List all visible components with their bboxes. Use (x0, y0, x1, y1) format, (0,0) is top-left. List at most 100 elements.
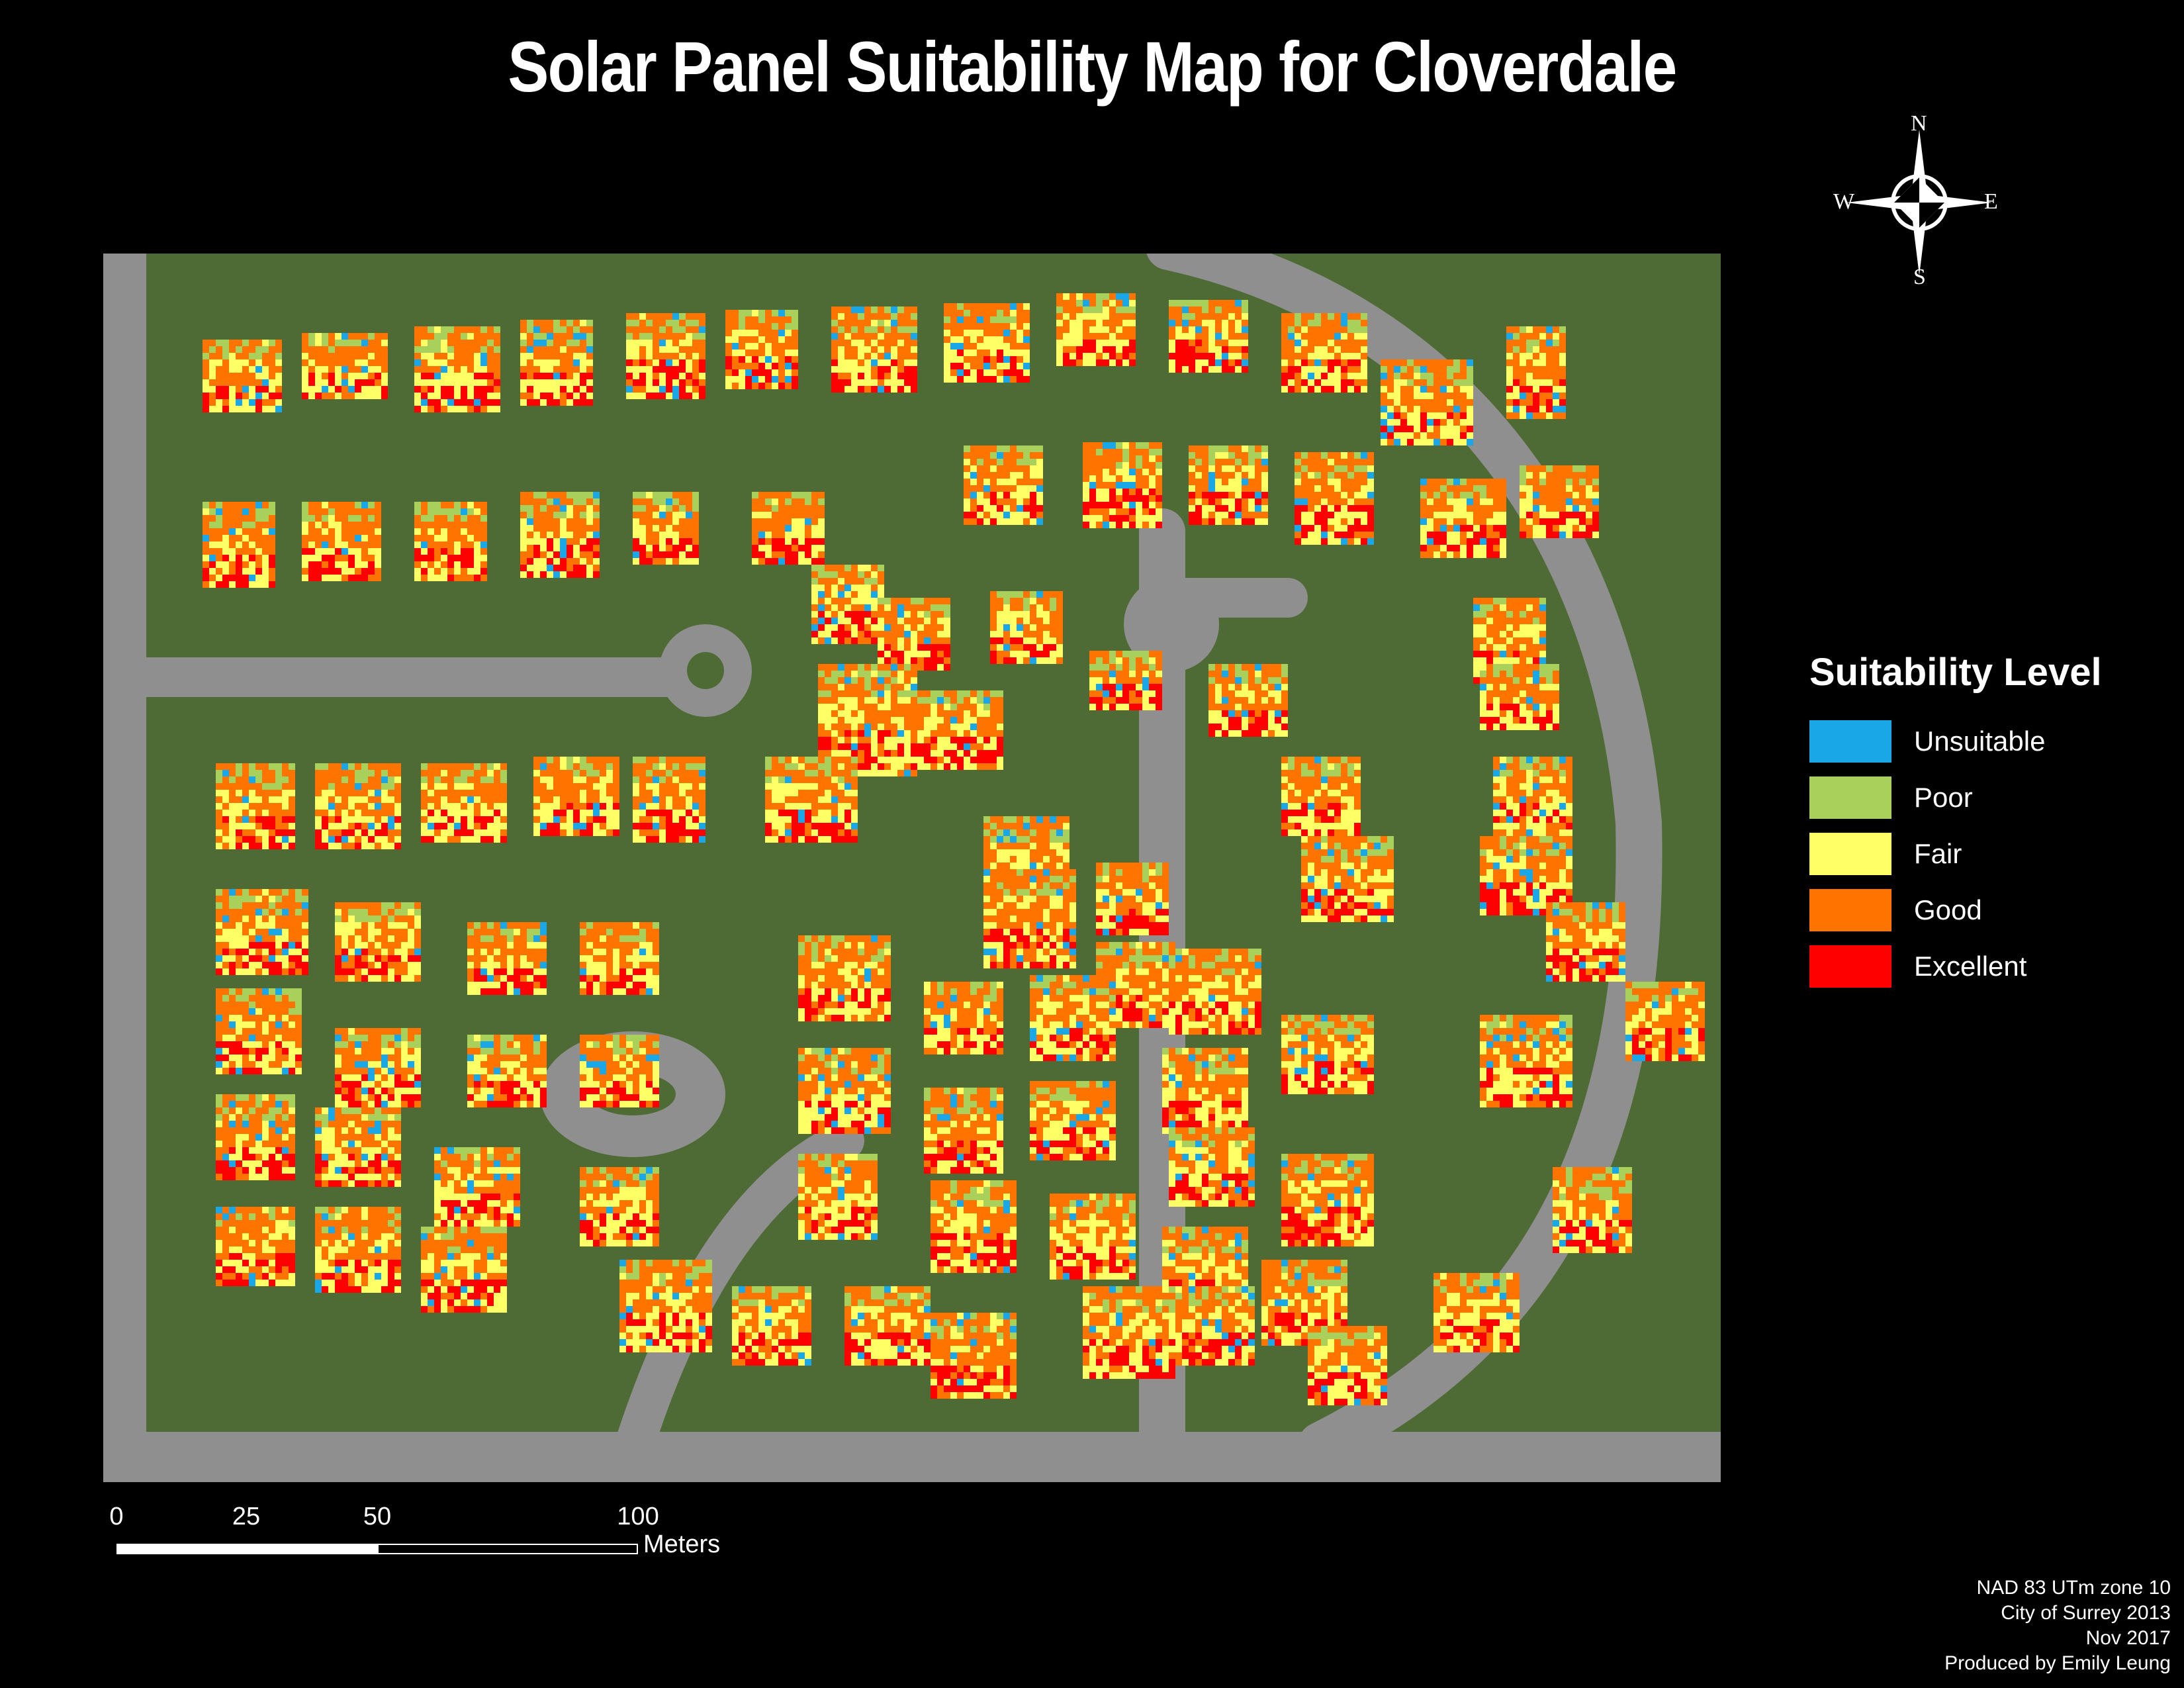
roof-parcel (1030, 975, 1116, 1061)
roof-parcel (619, 1260, 712, 1352)
roof-parcel (315, 763, 401, 849)
legend-item-good: Good (1809, 889, 1982, 931)
roof-parcel (1493, 757, 1572, 836)
roof-parcel (752, 492, 825, 565)
legend-swatch-unsuitable (1809, 720, 1891, 763)
roof-parcel (434, 1147, 520, 1227)
roof-parcel (633, 757, 705, 843)
scale-tick-50: 50 (363, 1503, 392, 1530)
roof-parcel (1089, 651, 1162, 710)
roof-parcel (1520, 465, 1599, 538)
roof-parcel (831, 306, 917, 393)
roof-parcel (216, 1094, 295, 1180)
legend-swatch-poor (1809, 776, 1891, 819)
scale-tick-25: 25 (232, 1503, 261, 1530)
roof-parcel (467, 922, 547, 995)
scale-tick-100: 100 (617, 1503, 659, 1530)
roof-parcel (580, 1167, 659, 1246)
roof-parcel (1308, 1326, 1387, 1405)
roof-parcel (1480, 1015, 1572, 1107)
roof-parcel (798, 935, 891, 1021)
roof-parcel (1433, 1273, 1520, 1352)
legend-item-poor: Poor (1809, 776, 1973, 819)
roof-parcel (216, 1207, 295, 1286)
roof-parcel (633, 492, 699, 565)
legend-item-unsuitable: Unsuitable (1809, 720, 2045, 763)
legend-label-excellent: Excellent (1914, 951, 2027, 982)
roof-parcel (924, 982, 1003, 1055)
roof-parcel (983, 869, 1076, 968)
credit-author: Produced by Emily Leung (1944, 1652, 2171, 1674)
north-label: N (1911, 111, 1927, 136)
roof-parcel (302, 333, 388, 399)
roof-parcel (1301, 836, 1394, 922)
roof-parcel (1506, 326, 1566, 419)
legend-label-good: Good (1914, 894, 1982, 925)
roof-parcel (1295, 452, 1374, 545)
roof-parcel (1030, 1081, 1116, 1160)
legend-swatch-excellent (1809, 945, 1891, 988)
roof-parcel (1480, 664, 1559, 730)
roof-parcel (203, 502, 275, 588)
legend-item-excellent: Excellent (1809, 945, 2026, 988)
roof-parcel (811, 565, 884, 644)
roof-parcel (520, 320, 593, 406)
roof-parcel (1162, 1048, 1248, 1134)
west-label: W (1833, 189, 1855, 214)
roof-parcel (414, 326, 500, 412)
aerial-map[interactable] (103, 254, 1721, 1482)
roof-parcel (302, 502, 381, 581)
map-title: Solar Panel Suitability Map for Cloverda… (508, 26, 1677, 107)
roof-parcel (1169, 300, 1248, 373)
roof-parcel (1050, 1194, 1136, 1280)
roof-parcel (1546, 902, 1625, 982)
roof-parcel (216, 763, 295, 849)
legend-label-poor: Poor (1914, 782, 1973, 813)
roof-parcel (765, 757, 858, 843)
roof-parcel (421, 763, 507, 843)
roof-parcel (1208, 664, 1288, 737)
east-label: E (1984, 189, 1998, 214)
scale-bar-empty (377, 1544, 638, 1554)
roof-parcel (1169, 949, 1261, 1035)
roof-parcel (732, 1286, 811, 1366)
legend-swatch-fair (1809, 833, 1891, 875)
roof-parcel (335, 1028, 421, 1107)
roof-parcel (1169, 1127, 1255, 1207)
roof-parcel (818, 664, 917, 776)
legend-label-unsuitable: Unsuitable (1914, 726, 2046, 757)
roof-parcel (626, 313, 705, 399)
roof-parcel (315, 1207, 401, 1293)
roof-parcel (335, 902, 421, 982)
roof-parcel (203, 340, 282, 412)
credit-projection: NAD 83 UTm zone 10 (1976, 1577, 2171, 1599)
roof-parcel (878, 598, 950, 671)
roof-parcel (533, 757, 619, 836)
roof-parcel (944, 303, 1030, 383)
roof-parcel (216, 988, 302, 1074)
roof-parcel (924, 1088, 1003, 1174)
roof-parcel (844, 1286, 931, 1366)
credit-source: City of Surrey 2013 (2001, 1602, 2171, 1624)
roof-parcel (1083, 442, 1162, 528)
legend-title: Suitability Level (1809, 651, 2102, 694)
roof-parcel (1281, 313, 1367, 393)
roof-parcel (1281, 1015, 1374, 1094)
credit-date: Nov 2017 (2085, 1627, 2171, 1649)
scale-tick-0: 0 (109, 1503, 124, 1530)
roof-parcel (1083, 1286, 1175, 1379)
roof-parcel (1281, 1154, 1374, 1246)
north-arrow-icon: N S E W (1833, 111, 2005, 289)
roof-parcel (1381, 359, 1473, 445)
map-credits: NAD 83 UTm zone 10 City of Surrey 2013 N… (1944, 1575, 2171, 1676)
roof-parcel (1625, 982, 1705, 1061)
roof-parcel (1096, 863, 1169, 935)
scale-bar: 0 25 50 100 (106, 1503, 768, 1582)
roof-parcel (990, 591, 1063, 664)
roof-parcel (414, 502, 487, 581)
roof-parcel (467, 1035, 547, 1107)
roof-parcel (1261, 1260, 1347, 1346)
scale-units: Meters (643, 1530, 721, 1558)
roof-parcel (1281, 757, 1361, 836)
roof-parcel (315, 1107, 401, 1187)
